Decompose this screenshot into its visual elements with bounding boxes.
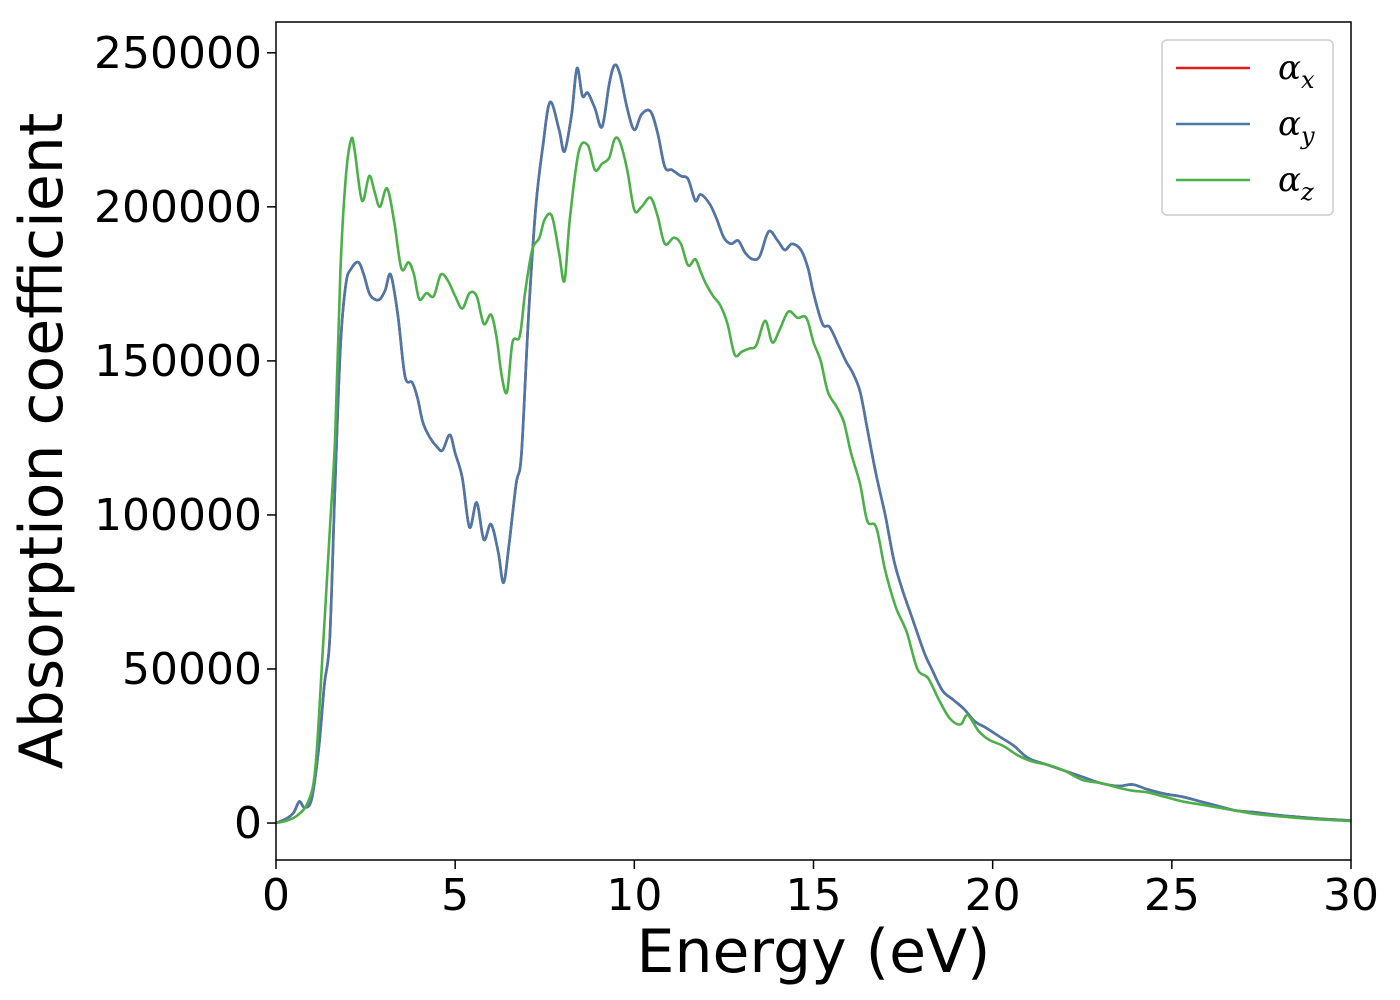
legend-symbol: α — [1278, 104, 1301, 144]
x-tick-label: 25 — [1144, 870, 1200, 921]
x-tick-label: 0 — [262, 870, 290, 921]
series-line-y — [276, 63, 1351, 825]
x-tick-label: 30 — [1323, 870, 1379, 921]
legend-symbol: α — [1278, 160, 1301, 200]
ticks-layer: 0 5 10 15 20 25 30 0 50000 100000 150000 200000 2500… — [94, 28, 1379, 921]
legend-box — [1161, 39, 1334, 216]
y-tick-label: 150000 — [94, 336, 262, 387]
y-tick-label: 200000 — [94, 182, 262, 233]
y-tick-label: 0 — [234, 798, 262, 849]
x-tick-label: 10 — [606, 870, 662, 921]
x-tick-label: 5 — [441, 870, 469, 921]
y-tick-label: 100000 — [94, 490, 262, 541]
legend-subscript: z — [1300, 178, 1314, 206]
legend-symbol: α — [1278, 48, 1301, 88]
x-axis-title: Energy (eV) — [637, 917, 991, 987]
legend-subscript: x — [1301, 66, 1315, 94]
y-axis-title: Absorption coefficient — [7, 113, 77, 770]
x-tick-label: 15 — [786, 870, 842, 921]
legend-subscript: y — [1300, 122, 1315, 150]
series-layer — [276, 63, 1351, 825]
legend-label-x: αx — [1278, 48, 1315, 94]
y-tick-label: 250000 — [94, 28, 262, 79]
legend-label-y: αy — [1278, 104, 1315, 150]
x-tick-label: 20 — [965, 870, 1021, 921]
series-line-z — [276, 136, 1351, 825]
y-tick-label: 50000 — [122, 644, 262, 695]
legend-label-z: αz — [1278, 160, 1314, 206]
